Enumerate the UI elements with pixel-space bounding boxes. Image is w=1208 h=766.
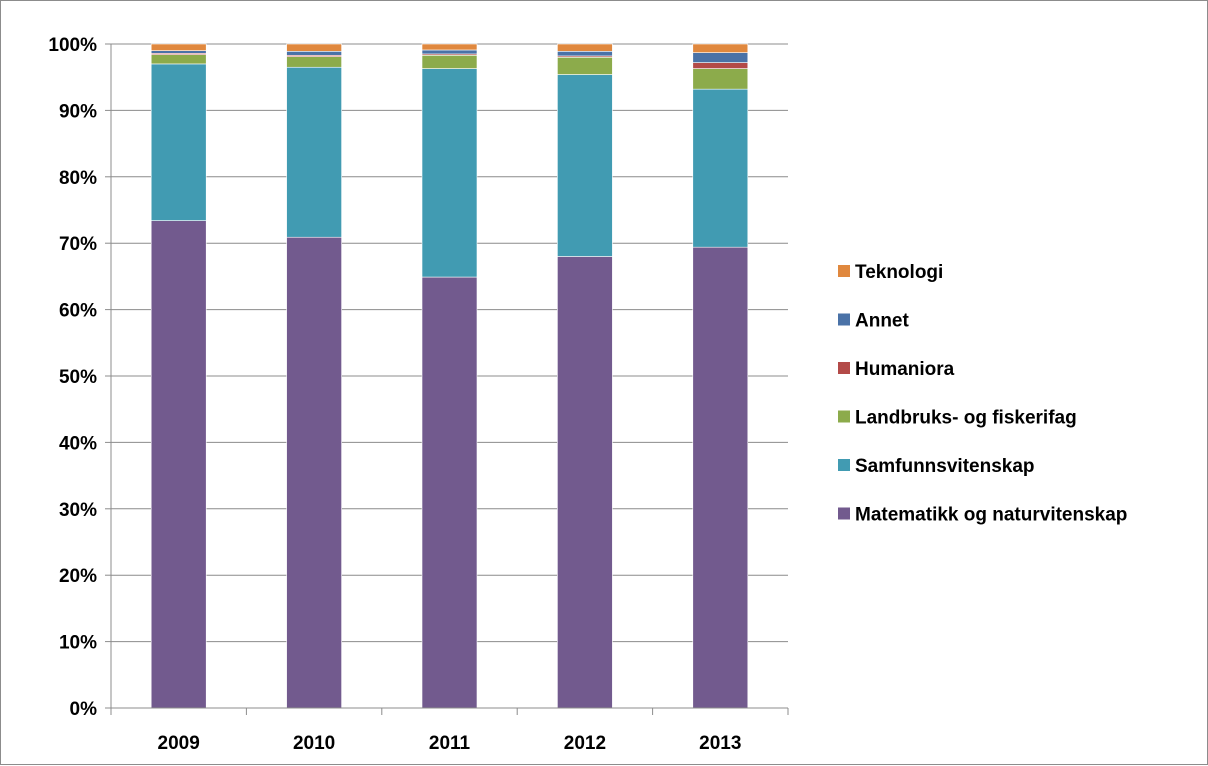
legend-label: Samfunnsvitenskap [855,456,1035,477]
legend-swatch [838,507,850,520]
y-tick-label: 20% [59,566,97,587]
x-tick-label: 2011 [429,733,471,754]
y-tick-label: 90% [59,101,97,122]
legend-label: Landbruks- og fiskerifag [855,408,1077,429]
y-tick-label: 70% [59,234,97,255]
y-tick-label: 50% [59,367,97,388]
legend-swatch [838,362,850,374]
legend-swatch [838,265,850,277]
bar-segment [421,43,478,51]
legend-swatch [838,410,850,423]
bar-segment [692,246,749,709]
legend-label: Teknologi [855,262,943,283]
y-tick-label: 60% [59,301,97,322]
x-tick-label: 2013 [699,733,741,754]
y-tick-label: 100% [48,35,97,56]
bar-segment [150,63,207,221]
bar-segment [557,43,613,52]
bar-segment [692,43,749,53]
axes: 0% 10% 20% 30% 40% 50% 60% 70% 80% 90% 100% 2009 201… [48,35,789,754]
bar-segment [150,43,207,51]
bar-segment [557,256,613,709]
bars [150,43,749,709]
legend: Teknologi Annet Humaniora Landbruks- og fis… [838,262,1127,526]
bar-segment [421,54,478,69]
bar-segment [557,74,613,257]
legend-swatch [838,313,850,326]
bar-segment [557,51,613,57]
legend-swatch [838,459,850,471]
bar-segment [150,220,207,709]
bar-segment [421,276,478,709]
bar-segment [286,56,342,68]
bar-segment [692,52,749,63]
y-tick-label: 80% [59,168,97,189]
bar-segment [286,236,342,709]
bar-segment [692,88,749,248]
legend-label: Matematikk og naturvitenskap [855,505,1127,526]
x-tick-label: 2012 [564,733,606,754]
bar-segment [286,51,342,56]
legend-label: Annet [855,311,910,332]
bar-segment [557,56,613,75]
bar-segment [692,62,749,69]
bar-segment [286,66,342,238]
bar-segment [286,43,342,52]
bar-segment [692,68,749,90]
y-tick-label: 0% [70,699,98,720]
bar-segment [421,49,478,55]
bar-segment [150,54,207,65]
bar-segment [421,68,478,278]
x-tick-label: 2009 [158,733,200,754]
bar-segment [150,50,207,54]
legend-label: Humaniora [855,359,955,380]
y-tick-label: 40% [59,433,97,454]
y-tick-label: 30% [59,500,97,521]
x-tick-label: 2010 [293,733,335,754]
y-tick-label: 10% [59,633,97,654]
